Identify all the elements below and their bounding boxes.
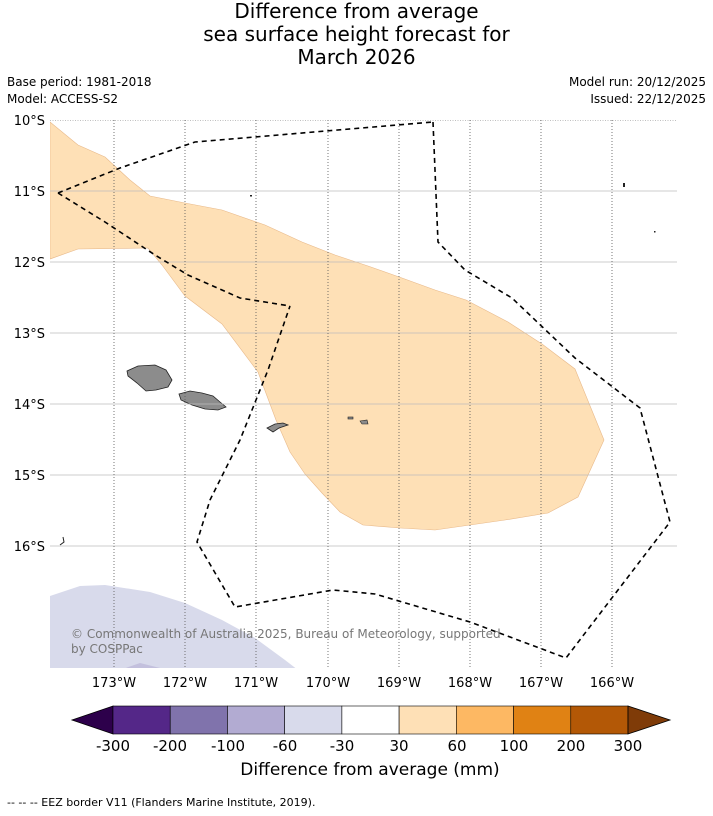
island-swains bbox=[623, 183, 625, 187]
cbar-tick-label: 300 bbox=[614, 737, 643, 755]
cbar-tick-label: 30 bbox=[389, 737, 408, 755]
title-line-1: Difference from average bbox=[234, 0, 479, 23]
cbar-tick-label: -200 bbox=[153, 737, 187, 755]
cbar-tick-label: 60 bbox=[447, 737, 466, 755]
lon-label-171w: 171°W bbox=[234, 676, 278, 691]
lat-label-15s: 15°S bbox=[14, 469, 45, 484]
model-run: Model run: 20/12/2025 bbox=[568, 75, 706, 89]
lon-label-172w: 172°W bbox=[163, 676, 207, 691]
cbar-tick-label: -100 bbox=[211, 737, 245, 755]
island-small-2 bbox=[654, 231, 656, 233]
colorbar-segment bbox=[169, 705, 228, 735]
lon-label-167w: 167°W bbox=[519, 676, 563, 691]
model-name: Model: ACCESS-S2 bbox=[7, 92, 119, 106]
colorbar-segment bbox=[456, 705, 514, 735]
base-period: Base period: 1981-2018 bbox=[7, 75, 152, 89]
cbar-tick-label: -300 bbox=[96, 737, 130, 755]
issued-date: Issued: 22/12/2025 bbox=[590, 92, 706, 106]
lon-label-169w: 169°W bbox=[377, 676, 421, 691]
colorbar-tick-labels: -300 -200 -100 -60 -30 30 60 100 200 300 bbox=[96, 737, 642, 755]
negative-anomaly-region bbox=[50, 585, 296, 668]
colorbar-segment bbox=[284, 705, 343, 735]
colorbar-segment bbox=[112, 705, 171, 735]
cbar-tick-label: -30 bbox=[330, 737, 355, 755]
colorbar-segment bbox=[227, 705, 285, 735]
lat-label-13s: 13°S bbox=[14, 327, 45, 342]
lon-labels: 173°W 172°W 171°W 170°W 169°W 168°W 167°… bbox=[92, 676, 634, 691]
copyright-line-2: by COSPPac bbox=[71, 642, 143, 656]
lat-label-16s: 16°S bbox=[14, 540, 45, 555]
lon-label-173w: 173°W bbox=[92, 676, 136, 691]
island-tau bbox=[359, 419, 369, 425]
negative-anomaly-patch bbox=[125, 663, 160, 668]
eez-legend-footnote: -- -- -- EEZ border V11 (Flanders Marine… bbox=[7, 796, 316, 809]
colorbar-min-extend bbox=[70, 705, 114, 735]
eez-border-samoa bbox=[57, 121, 434, 194]
lat-labels: 10°S 11°S 12°S 13°S 14°S 15°S 16°S bbox=[14, 114, 45, 555]
meta-right: Model run: 20/12/2025 Issued: 22/12/2025 bbox=[569, 74, 706, 108]
colorbar-max-extend bbox=[627, 705, 672, 735]
lon-label-170w: 170°W bbox=[306, 676, 350, 691]
meta-left: Base period: 1981-2018 Model: ACCESS-S2 bbox=[7, 74, 152, 108]
colorbar-segment bbox=[398, 705, 457, 735]
eez-border-american-samoa bbox=[196, 121, 671, 659]
title-line-2: sea surface height forecast for bbox=[203, 22, 510, 46]
island-tutuila bbox=[266, 422, 290, 433]
island-small-3 bbox=[59, 536, 65, 546]
map-title: Difference from average sea surface heig… bbox=[0, 0, 713, 69]
eez-border-samoa-south bbox=[57, 192, 291, 307]
positive-anomaly-region bbox=[50, 121, 605, 531]
island-ofu bbox=[347, 416, 354, 420]
copyright-line-1: © Commonwealth of Australia 2025, Bureau… bbox=[71, 627, 501, 641]
map-area: © Commonwealth of Australia 2025, Bureau… bbox=[50, 120, 677, 668]
title-line-3: March 2026 bbox=[297, 45, 416, 69]
colorbar-segment bbox=[570, 705, 629, 735]
colorbar bbox=[70, 705, 672, 735]
colorbar-label: Difference from average (mm) bbox=[240, 760, 500, 780]
lat-label-12s: 12°S bbox=[14, 256, 45, 271]
cbar-tick-label: -60 bbox=[273, 737, 298, 755]
colorbar-segment bbox=[341, 705, 400, 735]
lon-label-168w: 168°W bbox=[448, 676, 492, 691]
cbar-tick-label: 200 bbox=[557, 737, 586, 755]
lat-label-14s: 14°S bbox=[14, 398, 45, 413]
lat-label-11s: 11°S bbox=[14, 185, 45, 200]
lon-label-166w: 166°W bbox=[590, 676, 634, 691]
island-savaii bbox=[126, 364, 173, 392]
lon-gridlines bbox=[113, 120, 613, 668]
cbar-tick-label: 100 bbox=[500, 737, 529, 755]
lat-label-10s: 10°S bbox=[14, 114, 45, 129]
island-small-1 bbox=[250, 195, 252, 197]
lat-gridlines bbox=[50, 120, 677, 547]
colorbar-segment bbox=[513, 705, 572, 735]
map-figure: © Commonwealth of Australia 2025, Bureau… bbox=[14, 114, 677, 755]
island-upolu bbox=[178, 390, 227, 411]
